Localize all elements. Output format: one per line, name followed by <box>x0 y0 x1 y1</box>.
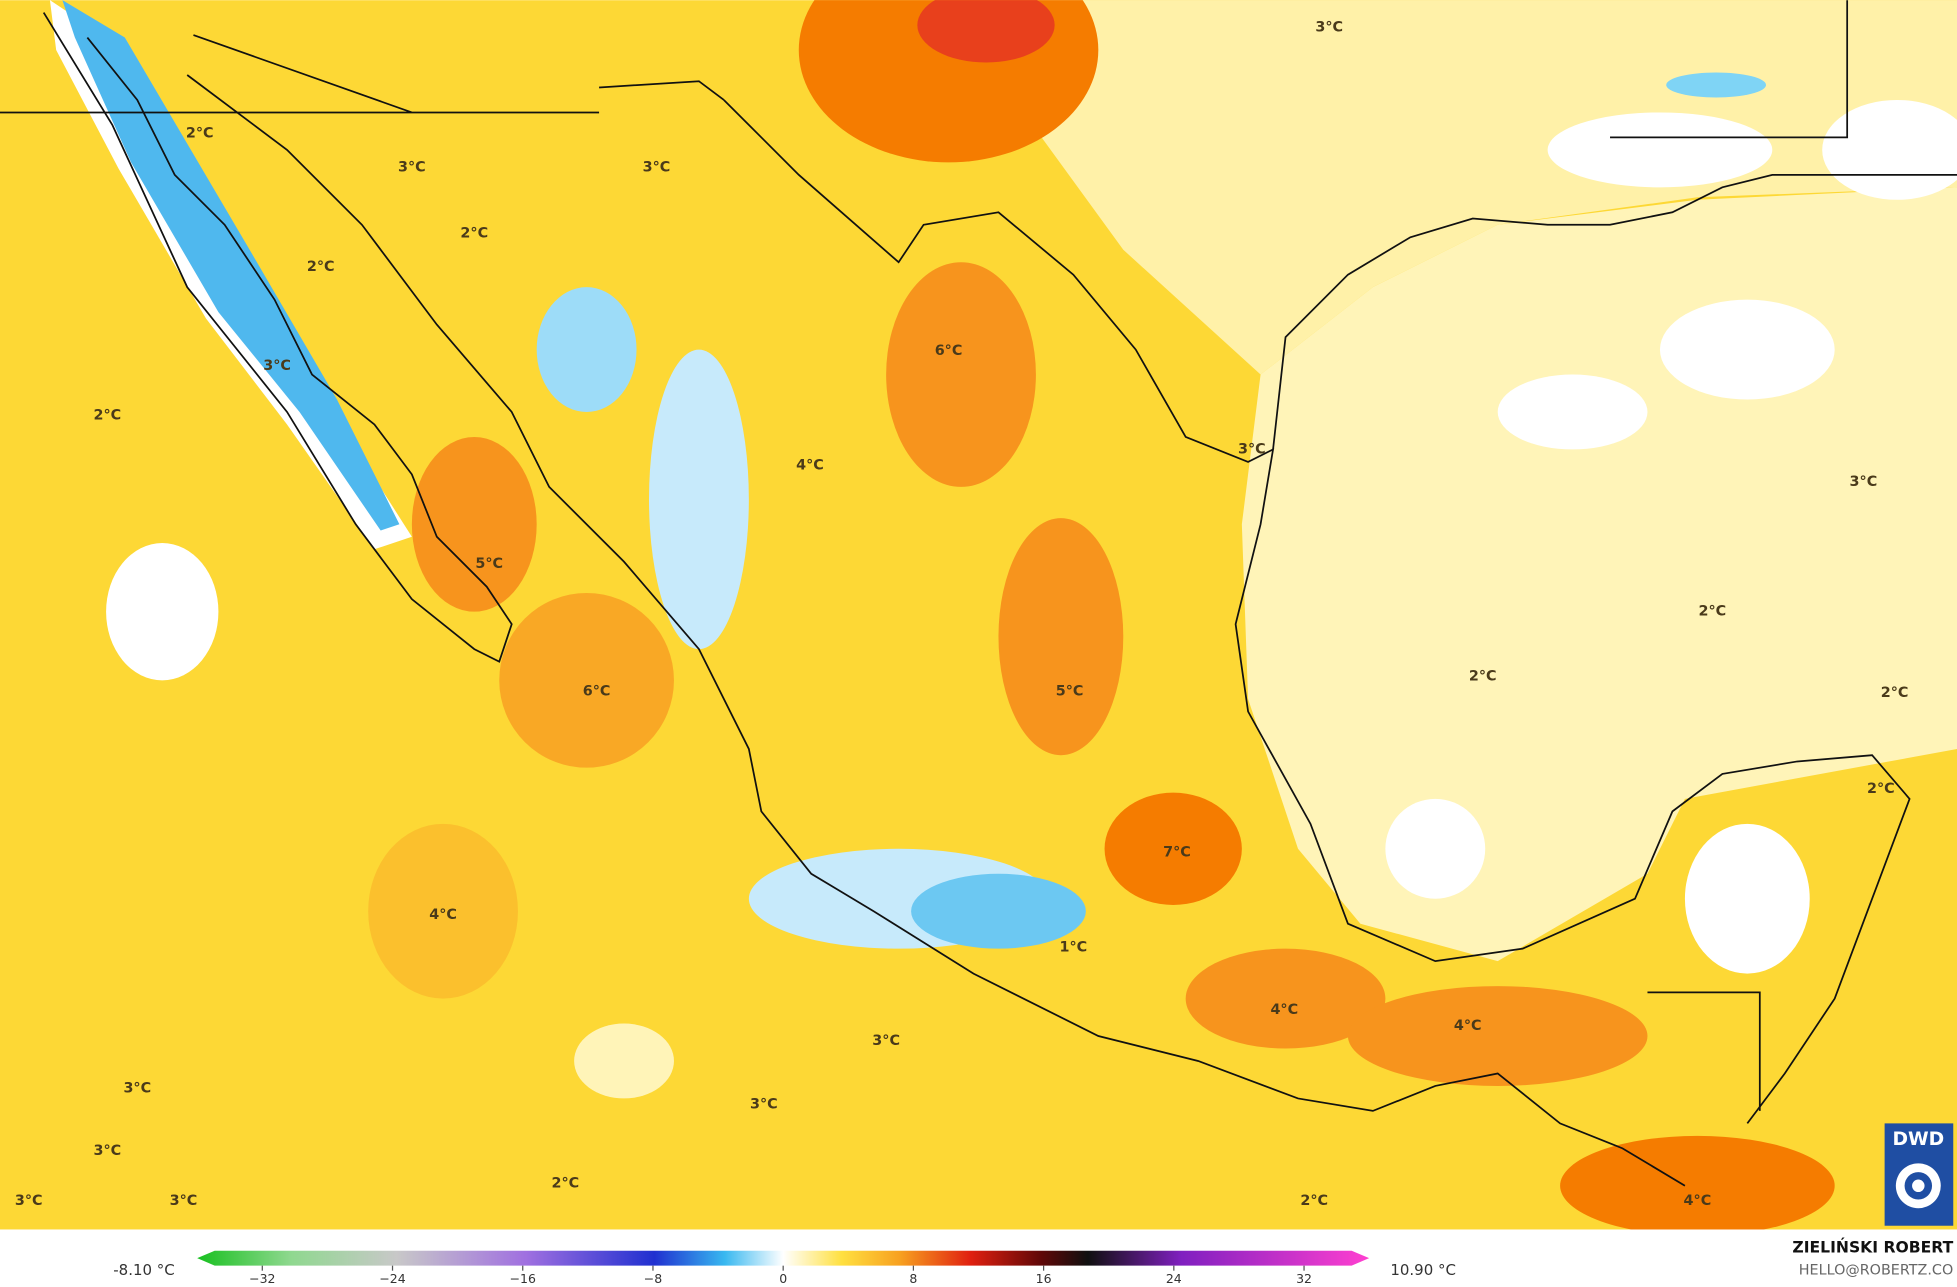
colorbar-tick-label: −32 <box>249 1271 275 1286</box>
credit-author: ZIELIŃSKI ROBERT <box>1792 1238 1953 1257</box>
contour-label: 2°C <box>307 259 335 275</box>
colorbar-tick-label: 8 <box>909 1271 917 1286</box>
logo-text: DWD <box>1892 1129 1944 1150</box>
colorbar-max: 10.90 °C <box>1390 1261 1456 1279</box>
contour-label: 2°C <box>1300 1193 1328 1209</box>
contour-label: 3°C <box>1238 441 1266 457</box>
map <box>0 0 1957 1230</box>
contour-label: 4°C <box>1454 1018 1482 1034</box>
dwd-logo: DWD <box>1884 1123 1954 1226</box>
contour-label: 2°C <box>1867 781 1895 797</box>
contour-label: 2°C <box>460 226 488 242</box>
contour-label: 3°C <box>398 159 426 175</box>
contour-label: 6°C <box>935 343 963 359</box>
colorbar-min: -8.10 °C <box>113 1261 174 1279</box>
colorbar-tick-label: 16 <box>1036 1271 1052 1286</box>
contour-label: 7°C <box>1163 845 1191 861</box>
contour-label: 3°C <box>15 1193 43 1209</box>
contour-label: 3°C <box>93 1143 121 1159</box>
contour-label: 4°C <box>1270 1002 1298 1018</box>
contour-label: 2°C <box>1469 669 1497 685</box>
contour-label: 3°C <box>263 358 291 374</box>
contour-label: 2°C <box>552 1175 580 1191</box>
contour-label: 3°C <box>1315 20 1343 36</box>
contour-label: 3°C <box>123 1080 151 1096</box>
colorbar-tick-label: −24 <box>379 1271 405 1286</box>
colorbar-tick-label: −16 <box>510 1271 536 1286</box>
contour-label: 3°C <box>643 159 671 175</box>
contour-label: 2°C <box>186 126 214 142</box>
colorbar-tick-label: 0 <box>779 1271 787 1286</box>
contour-label: 3°C <box>750 1097 778 1113</box>
contour-label: 2°C <box>1699 604 1727 620</box>
colorbar-tick-label: 24 <box>1166 1271 1182 1286</box>
credit-contact: HELLO@ROBERTZ.CO <box>1799 1263 1954 1279</box>
contour-label: 4°C <box>429 907 457 923</box>
contour-label: 3°C <box>872 1033 900 1049</box>
contour-label: 5°C <box>1056 684 1084 700</box>
contour-label: 1°C <box>1060 939 1088 955</box>
colorbar-tick-label: −8 <box>644 1271 662 1286</box>
contour-label: 3°C <box>1850 474 1878 490</box>
contour-label: 2°C <box>1881 685 1909 701</box>
contour-label: 3°C <box>170 1193 198 1209</box>
contour-label: 2°C <box>93 408 121 424</box>
colorbar <box>197 1250 1370 1266</box>
contour-label: 6°C <box>583 684 611 700</box>
contour-label: 4°C <box>1684 1193 1712 1209</box>
contour-label: 4°C <box>796 458 824 474</box>
colorbar-tick-label: 32 <box>1296 1271 1312 1286</box>
contour-label: 5°C <box>475 556 503 572</box>
